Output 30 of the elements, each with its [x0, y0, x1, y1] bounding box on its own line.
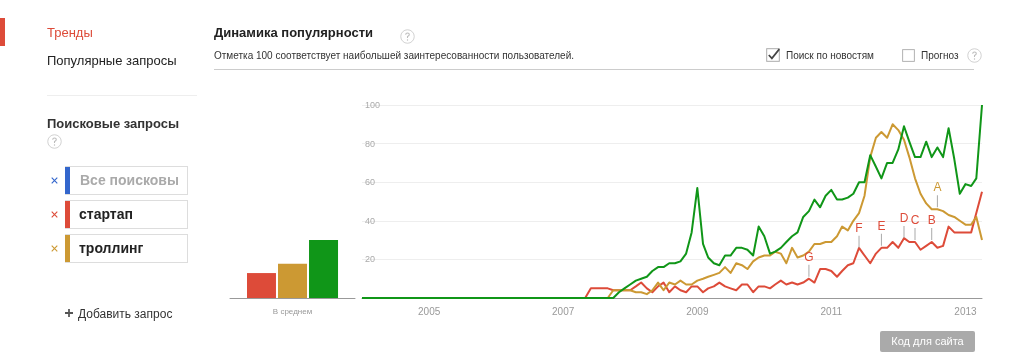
text: Код для сайта [880, 331, 975, 352]
x-tick-label: 2013 [954, 305, 978, 317]
text: Добавить запрос [78, 307, 173, 321]
x-tick-label: 2009 [686, 305, 709, 317]
y-tick-label: 20 [365, 254, 376, 265]
annotation: D [899, 211, 909, 226]
legend-label: троллинг [79, 240, 144, 256]
x-tick-label: 2007 [552, 305, 575, 317]
text: Поиск по новостям [786, 50, 874, 61]
y-tick-label: 40 [365, 215, 376, 226]
x-tick-label: 2011 [820, 305, 843, 317]
chart-subtitle: Отметка 100 соответствует наибольшей заинтересованности пользователей. [214, 50, 575, 61]
annotation: C [910, 213, 920, 228]
text: Прогноз [921, 50, 959, 61]
y-tick-label: 100 [365, 100, 381, 110]
text: Популярные запросы [47, 53, 177, 68]
text: Все поисковы [80, 172, 179, 188]
x-axis-title: В среднем [272, 306, 313, 316]
x-tick-label: 2005 [418, 305, 441, 317]
chart-title: Динамика популярности [214, 25, 373, 40]
annotation: B [927, 213, 936, 228]
text: Тренды [47, 25, 93, 40]
annotation: G [804, 249, 814, 264]
y-tick-label: 80 [365, 138, 376, 149]
text: Поисковые запросы [47, 116, 180, 131]
annotation: A [933, 180, 942, 195]
annotation: F [855, 220, 863, 235]
annotation: E [877, 218, 886, 233]
legend-label: стартап [79, 206, 133, 222]
y-tick-label: 60 [365, 177, 376, 188]
